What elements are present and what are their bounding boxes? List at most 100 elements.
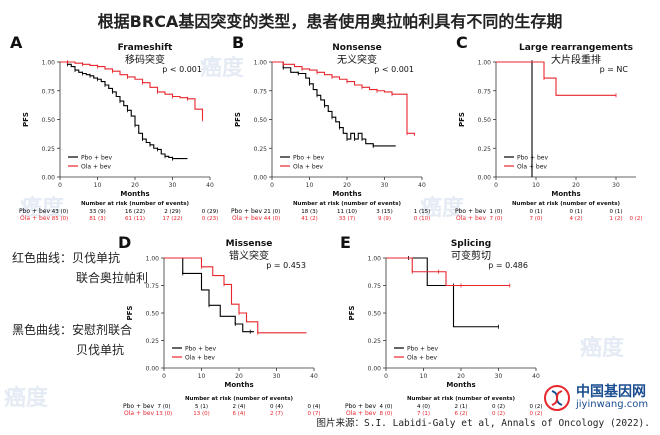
panel-a-pvalue: p < 0.001 bbox=[162, 65, 202, 74]
panel-d-risk-value: 13 (0) bbox=[193, 411, 210, 417]
panel-b-km-curve-pbo bbox=[272, 61, 396, 147]
panel-e-title: Splicing bbox=[451, 239, 491, 249]
panel-a-risk-value: 2 (29) bbox=[164, 209, 181, 215]
panel-d-risk-value: 6 (4) bbox=[232, 411, 245, 417]
panel-a-y-tick-label: 0.75 bbox=[42, 88, 56, 95]
panel-c-risk-row-label: Pbo + bev bbox=[455, 208, 486, 215]
panel-a-x-tick-label: 10 bbox=[94, 182, 102, 189]
panel-c-risk-value: 0 (2) bbox=[629, 216, 642, 222]
panel-e-x-tick-label: 20 bbox=[457, 373, 465, 380]
panel-a-x-tick-label: 20 bbox=[131, 182, 139, 189]
panel-a-x-tick-label: 40 bbox=[206, 182, 214, 189]
panel-c-risk-value: 7 (0) bbox=[489, 216, 502, 222]
panel-b-x-tick-label: 20 bbox=[343, 182, 351, 189]
panel-d-x-tick-label: 0 bbox=[162, 373, 166, 380]
panel-d-risk-value: 0 (7) bbox=[307, 411, 320, 417]
panel-e-y-tick-label: 0.25 bbox=[368, 338, 382, 345]
panel-c-x-axis-label: Months bbox=[551, 190, 580, 198]
panel-c-x-tick-label: 30 bbox=[612, 182, 620, 189]
logo-en-text: jiyinwang.com bbox=[576, 399, 649, 410]
panel-c-x-tick-label: 0 bbox=[494, 182, 498, 189]
panel-c-km-curve-ola bbox=[496, 61, 616, 96]
panel-c-y-tick-label: 0.25 bbox=[478, 146, 492, 153]
panel-b-y-axis-label: PFS bbox=[234, 112, 242, 127]
panel-b-x-tick-label: 30 bbox=[381, 182, 389, 189]
panel-a-x-tick-label: 0 bbox=[58, 182, 62, 189]
panel-c-risk-value: 4 (2) bbox=[569, 216, 582, 222]
panel-b-letter: B bbox=[232, 33, 244, 52]
panel-b-subtitle: 无义突变 bbox=[337, 53, 377, 66]
panel-b-risk-value: 41 (2) bbox=[301, 216, 318, 222]
source-citation: 图片来源：S.I. Labidi-Galy et al, Annals of O… bbox=[316, 418, 650, 429]
panel-d-legend-label: Pbo + bev bbox=[185, 346, 216, 353]
logo-cn-text: 中国基因网 bbox=[576, 384, 646, 400]
panel-a-risk-value: 0 (23) bbox=[202, 216, 219, 222]
panel-a-risk-value: 0 (29) bbox=[202, 209, 219, 215]
panel-a-risk-value: 61 (11) bbox=[125, 216, 145, 222]
panel-d-pvalue: p = 0.453 bbox=[266, 261, 306, 270]
panel-c-legend-label: Pbo + bev bbox=[517, 155, 548, 162]
panel-e-risk-header: Number at risk (number of events) bbox=[407, 396, 516, 402]
panel-b-risk-value: 33 (7) bbox=[339, 216, 356, 222]
panel-b-risk-value: 44 (0) bbox=[264, 216, 281, 222]
panel-c-risk-value: 0 (1) bbox=[529, 209, 542, 215]
panel-a-y-tick-label: 0.00 bbox=[42, 175, 56, 182]
panel-b-risk-value: 9 (9) bbox=[378, 216, 391, 222]
panel-c-risk-value: 7 (0) bbox=[529, 216, 542, 222]
panel-a-risk-row-label: Pbo + bev bbox=[19, 208, 50, 215]
panel-a-y-axis-label: PFS bbox=[22, 112, 30, 127]
legend-red-description: 红色曲线：贝伐单抗 联合奥拉帕利 bbox=[12, 248, 148, 288]
panel-b-y-tick-label: 0.25 bbox=[254, 146, 268, 153]
watermark-1: 癌度 bbox=[20, 196, 65, 221]
panel-e-risk-value: 0 (2) bbox=[492, 411, 505, 417]
panel-a-risk-row-label: Ola + bev bbox=[20, 215, 50, 222]
panel-a-risk-header: Number at risk (number of events) bbox=[81, 201, 190, 207]
panel-a-risk-value: 43 (0) bbox=[52, 209, 69, 215]
panel-a-letter: A bbox=[10, 33, 23, 52]
panel-e-risk-row-label: Ola + bev bbox=[346, 410, 376, 417]
panel-e-km-curve-pbo bbox=[386, 257, 499, 328]
panel-d-y-tick-label: 0.75 bbox=[146, 283, 160, 290]
panel-b-pvalue: p < 0.001 bbox=[374, 65, 414, 74]
panel-c-x-tick-label: 10 bbox=[532, 182, 540, 189]
panel-d-risk-value: 13 (0) bbox=[156, 411, 173, 417]
panel-e-legend-label: Ola + bev bbox=[407, 355, 437, 362]
panel-d-risk-value: 0 (4) bbox=[307, 404, 320, 410]
watermark-2: 癌度 bbox=[200, 56, 245, 81]
panel-c-risk-header: Number at risk (number of events) bbox=[512, 201, 621, 207]
panel-a-risk-value: 85 (0) bbox=[52, 216, 69, 222]
panel-c-legend-label: Ola + bev bbox=[517, 164, 547, 171]
panel-b-y-tick-label: 1.00 bbox=[254, 60, 268, 67]
panel-b-risk-value: 18 (3) bbox=[301, 209, 318, 215]
panel-e-x-tick-label: 40 bbox=[532, 373, 540, 380]
panel-c-y-tick-label: 0.50 bbox=[478, 117, 492, 124]
panel-a-y-tick-label: 0.50 bbox=[42, 117, 56, 124]
site-logo: 中国基因网 jiyinwang.com bbox=[542, 381, 652, 417]
panel-a-subtitle: 移码突变 bbox=[125, 53, 165, 66]
legend-black-line2: 贝伐单抗 bbox=[76, 343, 125, 357]
panel-c-risk-value: 1 (2) bbox=[609, 216, 622, 222]
panel-e-risk-value: 0 (2) bbox=[529, 411, 542, 417]
panel-b-y-tick-label: 0.50 bbox=[254, 117, 268, 124]
panel-d-risk-header: Number at risk (number of events) bbox=[185, 396, 294, 402]
panel-d-legend-label: Ola + bev bbox=[185, 355, 215, 362]
panel-d-x-axis-label: Months bbox=[224, 381, 253, 389]
panel-c-risk-row-label: Ola + bev bbox=[456, 215, 486, 222]
panel-b-risk-row-label: Pbo + bev bbox=[231, 208, 262, 215]
panel-d-risk-value: 5 (1) bbox=[195, 404, 208, 410]
panel-d-y-tick-label: 1.00 bbox=[146, 256, 160, 263]
panel-a-x-tick-label: 30 bbox=[169, 182, 177, 189]
panel-b-legend-label: Ola + bev bbox=[293, 164, 323, 171]
panel-b-x-tick-label: 10 bbox=[306, 182, 314, 189]
panel-d-x-tick-label: 40 bbox=[310, 373, 318, 380]
watermark-4: 癌度 bbox=[580, 336, 625, 361]
panel-c-risk-value: 1 (0) bbox=[489, 209, 502, 215]
panel-a-risk-value: 81 (3) bbox=[89, 216, 106, 222]
panel-e-risk-value: 2 (1) bbox=[454, 404, 467, 410]
panel-b-risk-value: 21 (0) bbox=[264, 209, 281, 215]
panel-d-risk-row-label: Ola + bev bbox=[124, 410, 154, 417]
panel-e-y-tick-label: 0.50 bbox=[368, 311, 382, 318]
watermark-5: 癌度 bbox=[4, 386, 49, 411]
panel-e-x-axis-label: Months bbox=[446, 381, 475, 389]
panel-e-y-tick-label: 0.00 bbox=[368, 366, 382, 373]
